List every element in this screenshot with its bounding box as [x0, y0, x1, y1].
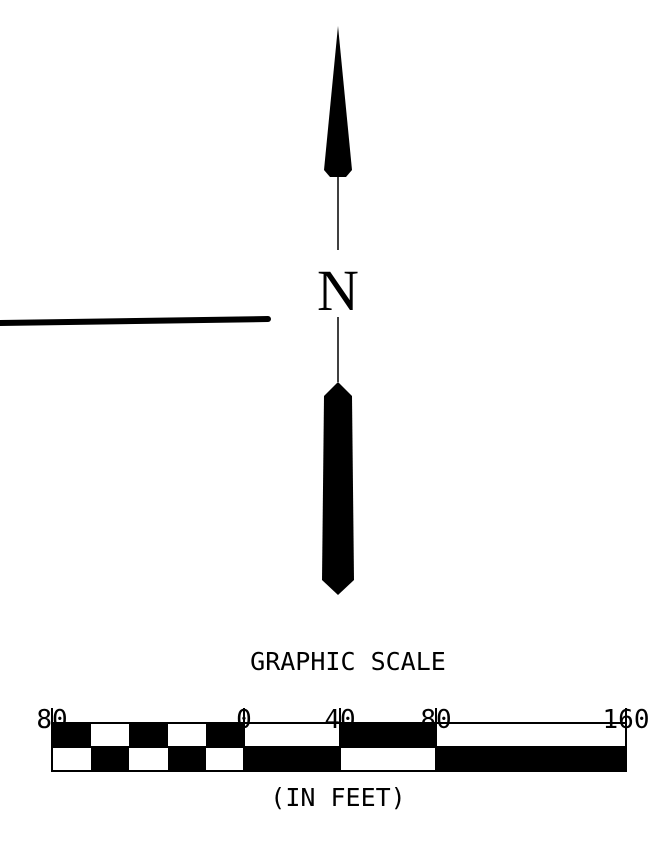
scale-block — [52, 723, 91, 747]
north-arrow: N — [317, 26, 359, 595]
scale-block — [340, 723, 436, 747]
scale-block — [91, 747, 129, 771]
scale-block — [129, 723, 168, 747]
scale-units: (IN FEET) — [270, 783, 405, 812]
north-label: N — [317, 258, 359, 323]
scale-block — [206, 723, 244, 747]
scale-block — [436, 747, 626, 771]
north-arrow-tail — [322, 382, 354, 595]
graphic-scale: GRAPHIC SCALE 80 0 40 80 160 — [36, 647, 649, 812]
boundary-line — [0, 316, 271, 326]
scale-block — [244, 747, 340, 771]
scale-bar — [51, 708, 627, 772]
scale-title: GRAPHIC SCALE — [250, 647, 446, 676]
north-arrow-head — [324, 26, 352, 177]
scale-block — [168, 747, 206, 771]
